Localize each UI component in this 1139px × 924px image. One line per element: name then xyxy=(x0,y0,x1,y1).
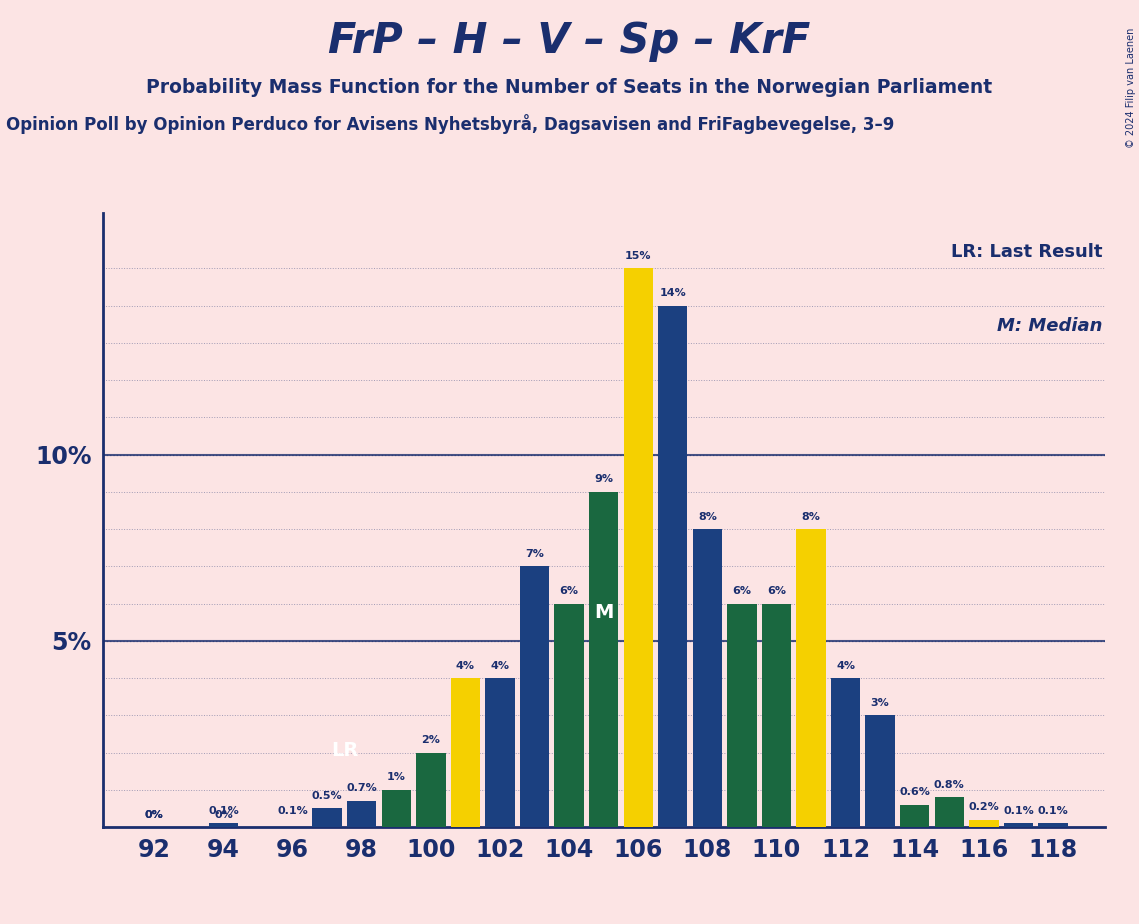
Text: 0.1%: 0.1% xyxy=(208,806,239,816)
Bar xyxy=(796,529,826,827)
Bar xyxy=(935,797,964,827)
Text: 7%: 7% xyxy=(525,549,544,559)
Text: 0.2%: 0.2% xyxy=(968,802,999,812)
Text: 6%: 6% xyxy=(767,586,786,596)
Text: 0.8%: 0.8% xyxy=(934,780,965,790)
Text: 8%: 8% xyxy=(802,512,820,522)
Text: 0.6%: 0.6% xyxy=(900,787,931,797)
Bar xyxy=(1039,823,1067,827)
Bar xyxy=(312,808,342,827)
Bar xyxy=(900,805,929,827)
Text: 3%: 3% xyxy=(871,698,890,708)
Text: 4%: 4% xyxy=(491,661,509,671)
Text: 15%: 15% xyxy=(625,251,652,261)
Bar xyxy=(969,820,999,827)
Bar xyxy=(519,566,549,827)
Text: Probability Mass Function for the Number of Seats in the Norwegian Parliament: Probability Mass Function for the Number… xyxy=(147,78,992,97)
Text: M: M xyxy=(593,603,614,622)
Text: 14%: 14% xyxy=(659,288,686,298)
Bar xyxy=(589,492,618,827)
Text: 6%: 6% xyxy=(559,586,579,596)
Bar xyxy=(866,715,895,827)
Bar xyxy=(658,306,688,827)
Bar xyxy=(727,603,756,827)
Text: LR: LR xyxy=(330,741,358,760)
Text: 0.1%: 0.1% xyxy=(1038,806,1068,816)
Text: M: Median: M: Median xyxy=(998,317,1103,335)
Bar xyxy=(693,529,722,827)
Bar xyxy=(382,790,411,827)
Text: LR: Last Result: LR: Last Result xyxy=(951,243,1103,261)
Text: 0%: 0% xyxy=(214,809,232,820)
Text: 8%: 8% xyxy=(698,512,716,522)
Bar xyxy=(762,603,792,827)
Bar xyxy=(347,801,376,827)
Text: 4%: 4% xyxy=(456,661,475,671)
Bar xyxy=(831,678,860,827)
Text: 1%: 1% xyxy=(387,772,405,783)
Bar xyxy=(555,603,584,827)
Text: © 2024 Filip van Laenen: © 2024 Filip van Laenen xyxy=(1125,28,1136,148)
Bar xyxy=(485,678,515,827)
Text: 0%: 0% xyxy=(145,809,164,820)
Text: 0.7%: 0.7% xyxy=(346,784,377,794)
Text: 4%: 4% xyxy=(836,661,855,671)
Bar xyxy=(623,268,653,827)
Bar xyxy=(1003,823,1033,827)
Text: 0%: 0% xyxy=(145,809,164,820)
Bar xyxy=(451,678,481,827)
Text: Opinion Poll by Opinion Perduco for Avisens Nyhetsbyrå, Dagsavisen and FriFagbev: Opinion Poll by Opinion Perduco for Avis… xyxy=(6,114,894,134)
Text: 0.5%: 0.5% xyxy=(312,791,343,801)
Text: 0.1%: 0.1% xyxy=(1003,806,1034,816)
Text: 9%: 9% xyxy=(595,474,613,484)
Bar xyxy=(416,752,445,827)
Text: FrP – H – V – Sp – KrF: FrP – H – V – Sp – KrF xyxy=(328,20,811,62)
Text: 0.1%: 0.1% xyxy=(277,806,308,816)
Text: 2%: 2% xyxy=(421,736,441,745)
Text: 6%: 6% xyxy=(732,586,752,596)
Bar xyxy=(208,823,238,827)
